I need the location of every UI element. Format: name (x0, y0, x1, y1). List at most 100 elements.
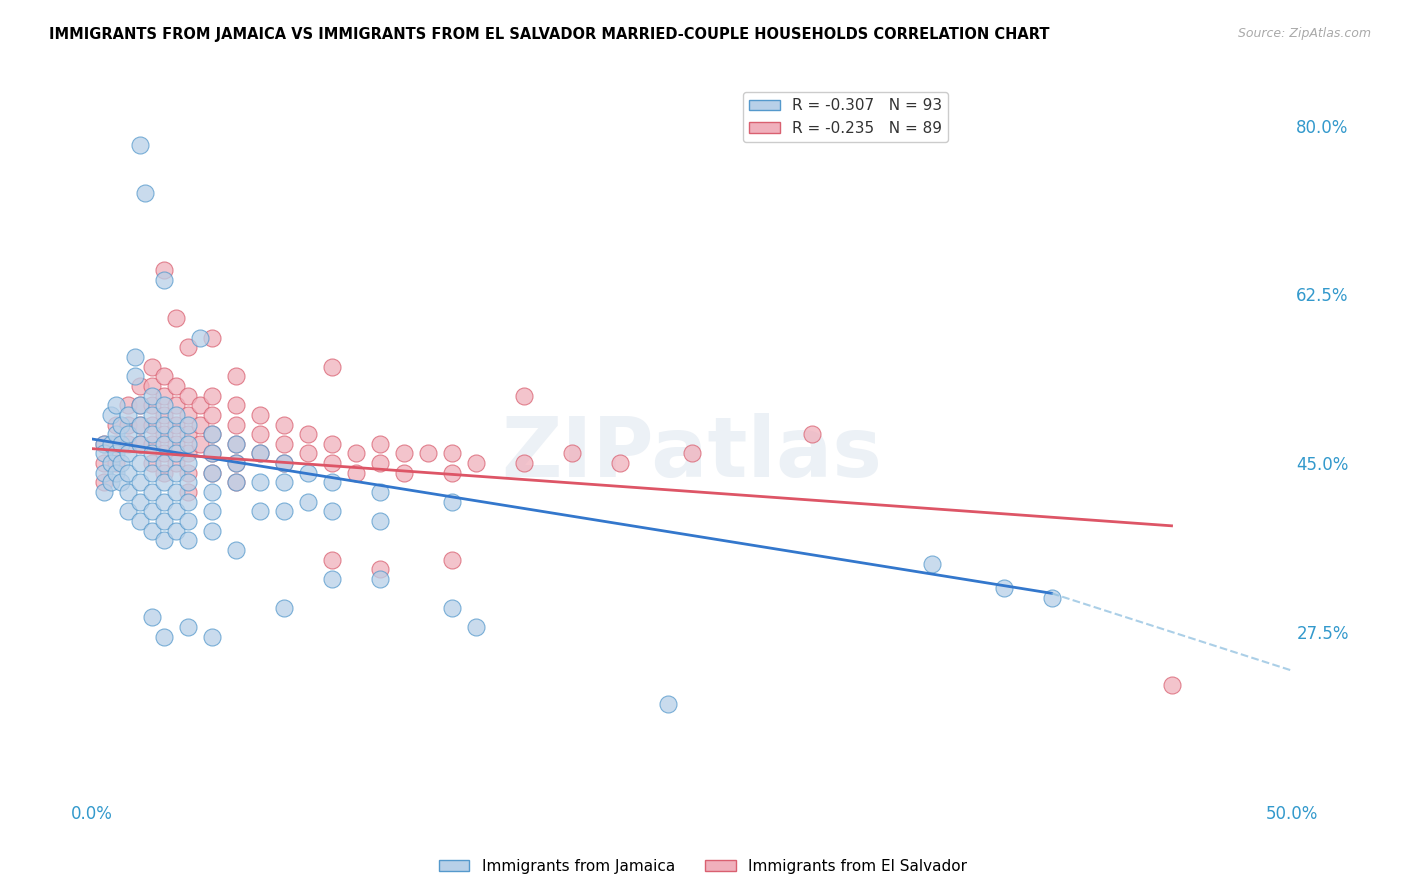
Legend: Immigrants from Jamaica, Immigrants from El Salvador: Immigrants from Jamaica, Immigrants from… (433, 853, 973, 880)
Point (321, 475, 343, 490)
Point (201, 630, 224, 644)
Point (344, 466, 367, 480)
Point (124, 350, 146, 364)
Point (165, 398, 187, 412)
Point (100, 437, 122, 451)
Point (201, 524, 224, 538)
Text: IMMIGRANTS FROM JAMAICA VS IMMIGRANTS FROM EL SALVADOR MARRIED-COUPLE HOUSEHOLDS: IMMIGRANTS FROM JAMAICA VS IMMIGRANTS FR… (49, 27, 1050, 42)
Point (188, 331, 211, 345)
Point (225, 369, 247, 384)
Point (100, 456, 122, 470)
Point (110, 437, 132, 451)
Point (141, 398, 163, 412)
Point (177, 475, 200, 490)
Point (249, 475, 271, 490)
Point (110, 456, 132, 470)
Point (201, 466, 224, 480)
Point (993, 582, 1015, 596)
Point (392, 466, 415, 480)
Point (141, 427, 163, 442)
Point (201, 389, 224, 403)
Point (153, 263, 176, 277)
Point (129, 379, 152, 393)
Point (93, 475, 115, 490)
Point (141, 524, 163, 538)
Point (321, 437, 343, 451)
Point (165, 437, 187, 451)
Point (117, 466, 139, 480)
Point (273, 417, 295, 432)
Point (225, 437, 247, 451)
Point (513, 389, 536, 403)
Point (177, 427, 200, 442)
Point (681, 446, 703, 460)
Point (440, 446, 463, 460)
Point (201, 446, 224, 460)
Point (297, 466, 319, 480)
Point (177, 340, 200, 354)
Point (129, 398, 152, 412)
Point (225, 417, 247, 432)
Point (321, 456, 343, 470)
Point (93, 437, 115, 451)
Point (153, 446, 176, 460)
Point (800, 427, 823, 442)
Point (921, 558, 943, 572)
Point (93, 466, 115, 480)
Point (368, 456, 391, 470)
Point (93, 437, 115, 451)
Point (177, 514, 200, 528)
Point (153, 437, 176, 451)
Point (129, 494, 152, 508)
Point (201, 427, 224, 442)
Point (93, 456, 115, 470)
Point (141, 417, 163, 432)
Point (165, 466, 187, 480)
Point (416, 446, 439, 460)
Point (513, 456, 536, 470)
Point (141, 485, 163, 500)
Point (153, 533, 176, 548)
Point (117, 504, 139, 518)
Point (273, 456, 295, 470)
Legend: R = -0.307   N = 93, R = -0.235   N = 89: R = -0.307 N = 93, R = -0.235 N = 89 (742, 92, 948, 142)
Point (249, 446, 271, 460)
Point (117, 417, 139, 432)
Point (177, 485, 200, 500)
Point (129, 437, 152, 451)
Point (368, 572, 391, 586)
Point (188, 417, 211, 432)
Point (153, 389, 176, 403)
Point (117, 446, 139, 460)
Point (165, 485, 187, 500)
Point (165, 427, 187, 442)
Point (141, 408, 163, 422)
Point (153, 630, 176, 644)
Point (141, 456, 163, 470)
Point (177, 620, 200, 634)
Point (249, 446, 271, 460)
Point (153, 427, 176, 442)
Point (165, 456, 187, 470)
Point (273, 600, 295, 615)
Point (141, 446, 163, 460)
Point (165, 446, 187, 460)
Point (177, 466, 200, 480)
Point (165, 408, 187, 422)
Point (153, 369, 176, 384)
Text: ZIPatlas: ZIPatlas (502, 413, 883, 494)
Point (141, 359, 163, 374)
Point (105, 446, 128, 460)
Point (392, 446, 415, 460)
Point (201, 427, 224, 442)
Point (177, 389, 200, 403)
Point (153, 494, 176, 508)
Point (344, 446, 367, 460)
Point (188, 398, 211, 412)
Point (153, 514, 176, 528)
Point (465, 456, 488, 470)
Point (177, 408, 200, 422)
Point (141, 466, 163, 480)
Point (105, 466, 128, 480)
Point (440, 466, 463, 480)
